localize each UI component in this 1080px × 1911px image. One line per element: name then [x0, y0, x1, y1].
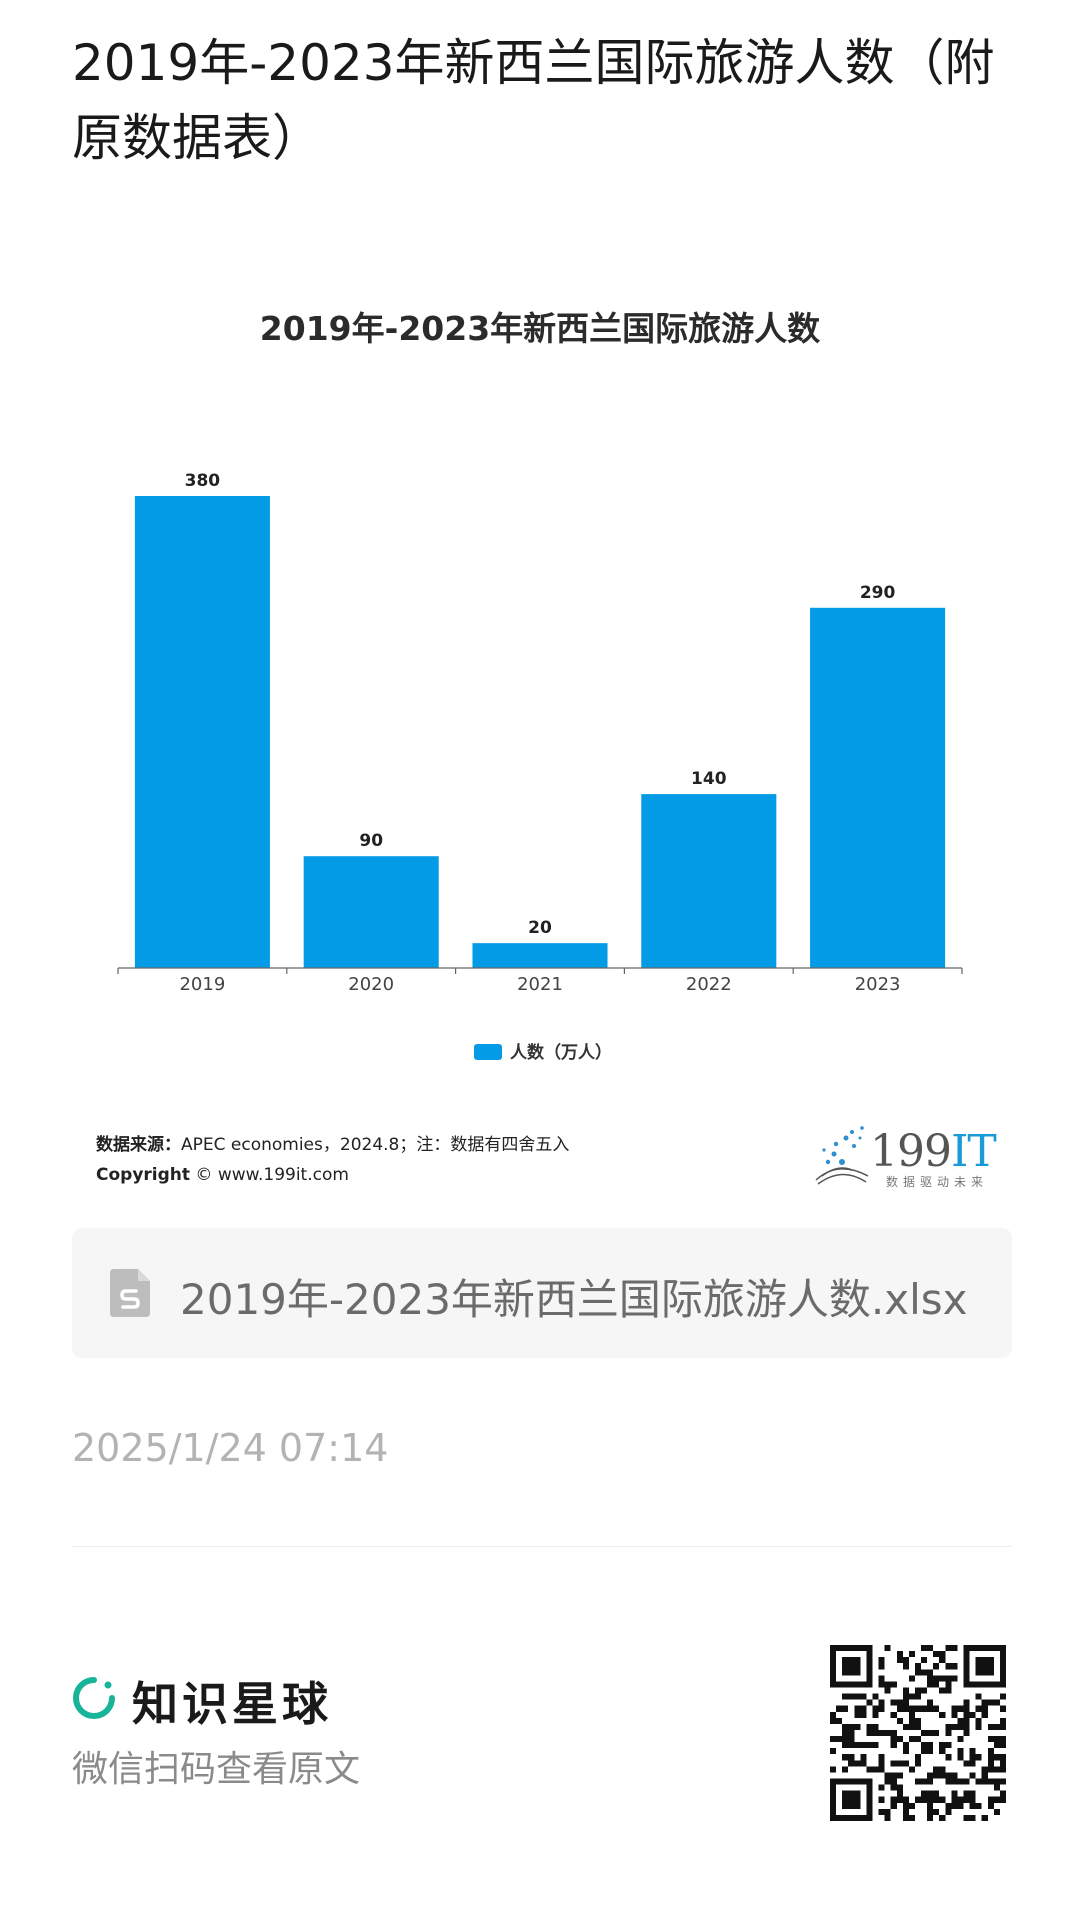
- value-label-2019: 380: [185, 471, 221, 491]
- brand-dandelion-icon: [815, 1126, 869, 1185]
- source-label: 数据来源：: [96, 1135, 181, 1155]
- brand-name: 199IT: [870, 1126, 997, 1177]
- app-name: 知识星球: [132, 1677, 332, 1731]
- value-label-2023: 290: [860, 583, 896, 603]
- bar-2021: [472, 943, 608, 968]
- page-title: 2019年-2023年新西兰国际旅游人数（附原数据表）: [72, 34, 995, 167]
- source-text: APEC economies，2024.8；注：数据有四舍五入: [181, 1135, 570, 1155]
- bar-2022: [641, 794, 777, 968]
- value-label-2020: 90: [359, 831, 383, 851]
- divider: [72, 1546, 1012, 1547]
- bar-2019: [134, 496, 270, 968]
- scan-hint: 微信扫码查看原文: [72, 1749, 361, 1790]
- x-tick-label-2022: 2022: [686, 974, 732, 995]
- value-label-2022: 140: [691, 769, 727, 789]
- legend-swatch: [474, 1044, 502, 1060]
- value-label-2021: 20: [528, 918, 552, 938]
- chart-title: 2019年-2023年新西兰国际旅游人数: [260, 309, 821, 348]
- spreadsheet-file-icon: [110, 1269, 150, 1317]
- x-tick-label-2023: 2023: [855, 974, 901, 995]
- x-tick-label-2021: 2021: [517, 974, 563, 995]
- bar-2020: [303, 856, 439, 968]
- attachment-card[interactable]: 2019年-2023年新西兰国际旅游人数.xlsx: [72, 1228, 1012, 1358]
- legend-label: 人数（万人）: [510, 1042, 612, 1063]
- copyright-text: © www.199it.com: [195, 1165, 349, 1185]
- copyright-label: Copyright: [96, 1165, 191, 1185]
- bar-chart: 2019年-2023年新西兰国际旅游人数 380 90 20 140 290 2019 2…: [117, 309, 963, 1063]
- bar-2023: [810, 607, 946, 968]
- zsxq-logo-icon: [73, 1677, 115, 1719]
- source-note: 数据来源：APEC economies，2024.8；注：数据有四舍五入 Cop…: [96, 1130, 569, 1190]
- attachment-filename[interactable]: 2019年-2023年新西兰国际旅游人数.xlsx: [180, 1275, 968, 1324]
- qr-code-icon[interactable]: [830, 1645, 1006, 1821]
- x-tick-label-2020: 2020: [348, 974, 394, 995]
- x-tick-label-2019: 2019: [179, 974, 225, 995]
- brand-slogan: 数据驱动未来: [886, 1175, 989, 1189]
- post-timestamp: 2025/1/24 07:14: [72, 1426, 389, 1470]
- chart-card: 2019年-2023年新西兰国际旅游人数 380 90 20 140 290 2019 2…: [72, 282, 1008, 1208]
